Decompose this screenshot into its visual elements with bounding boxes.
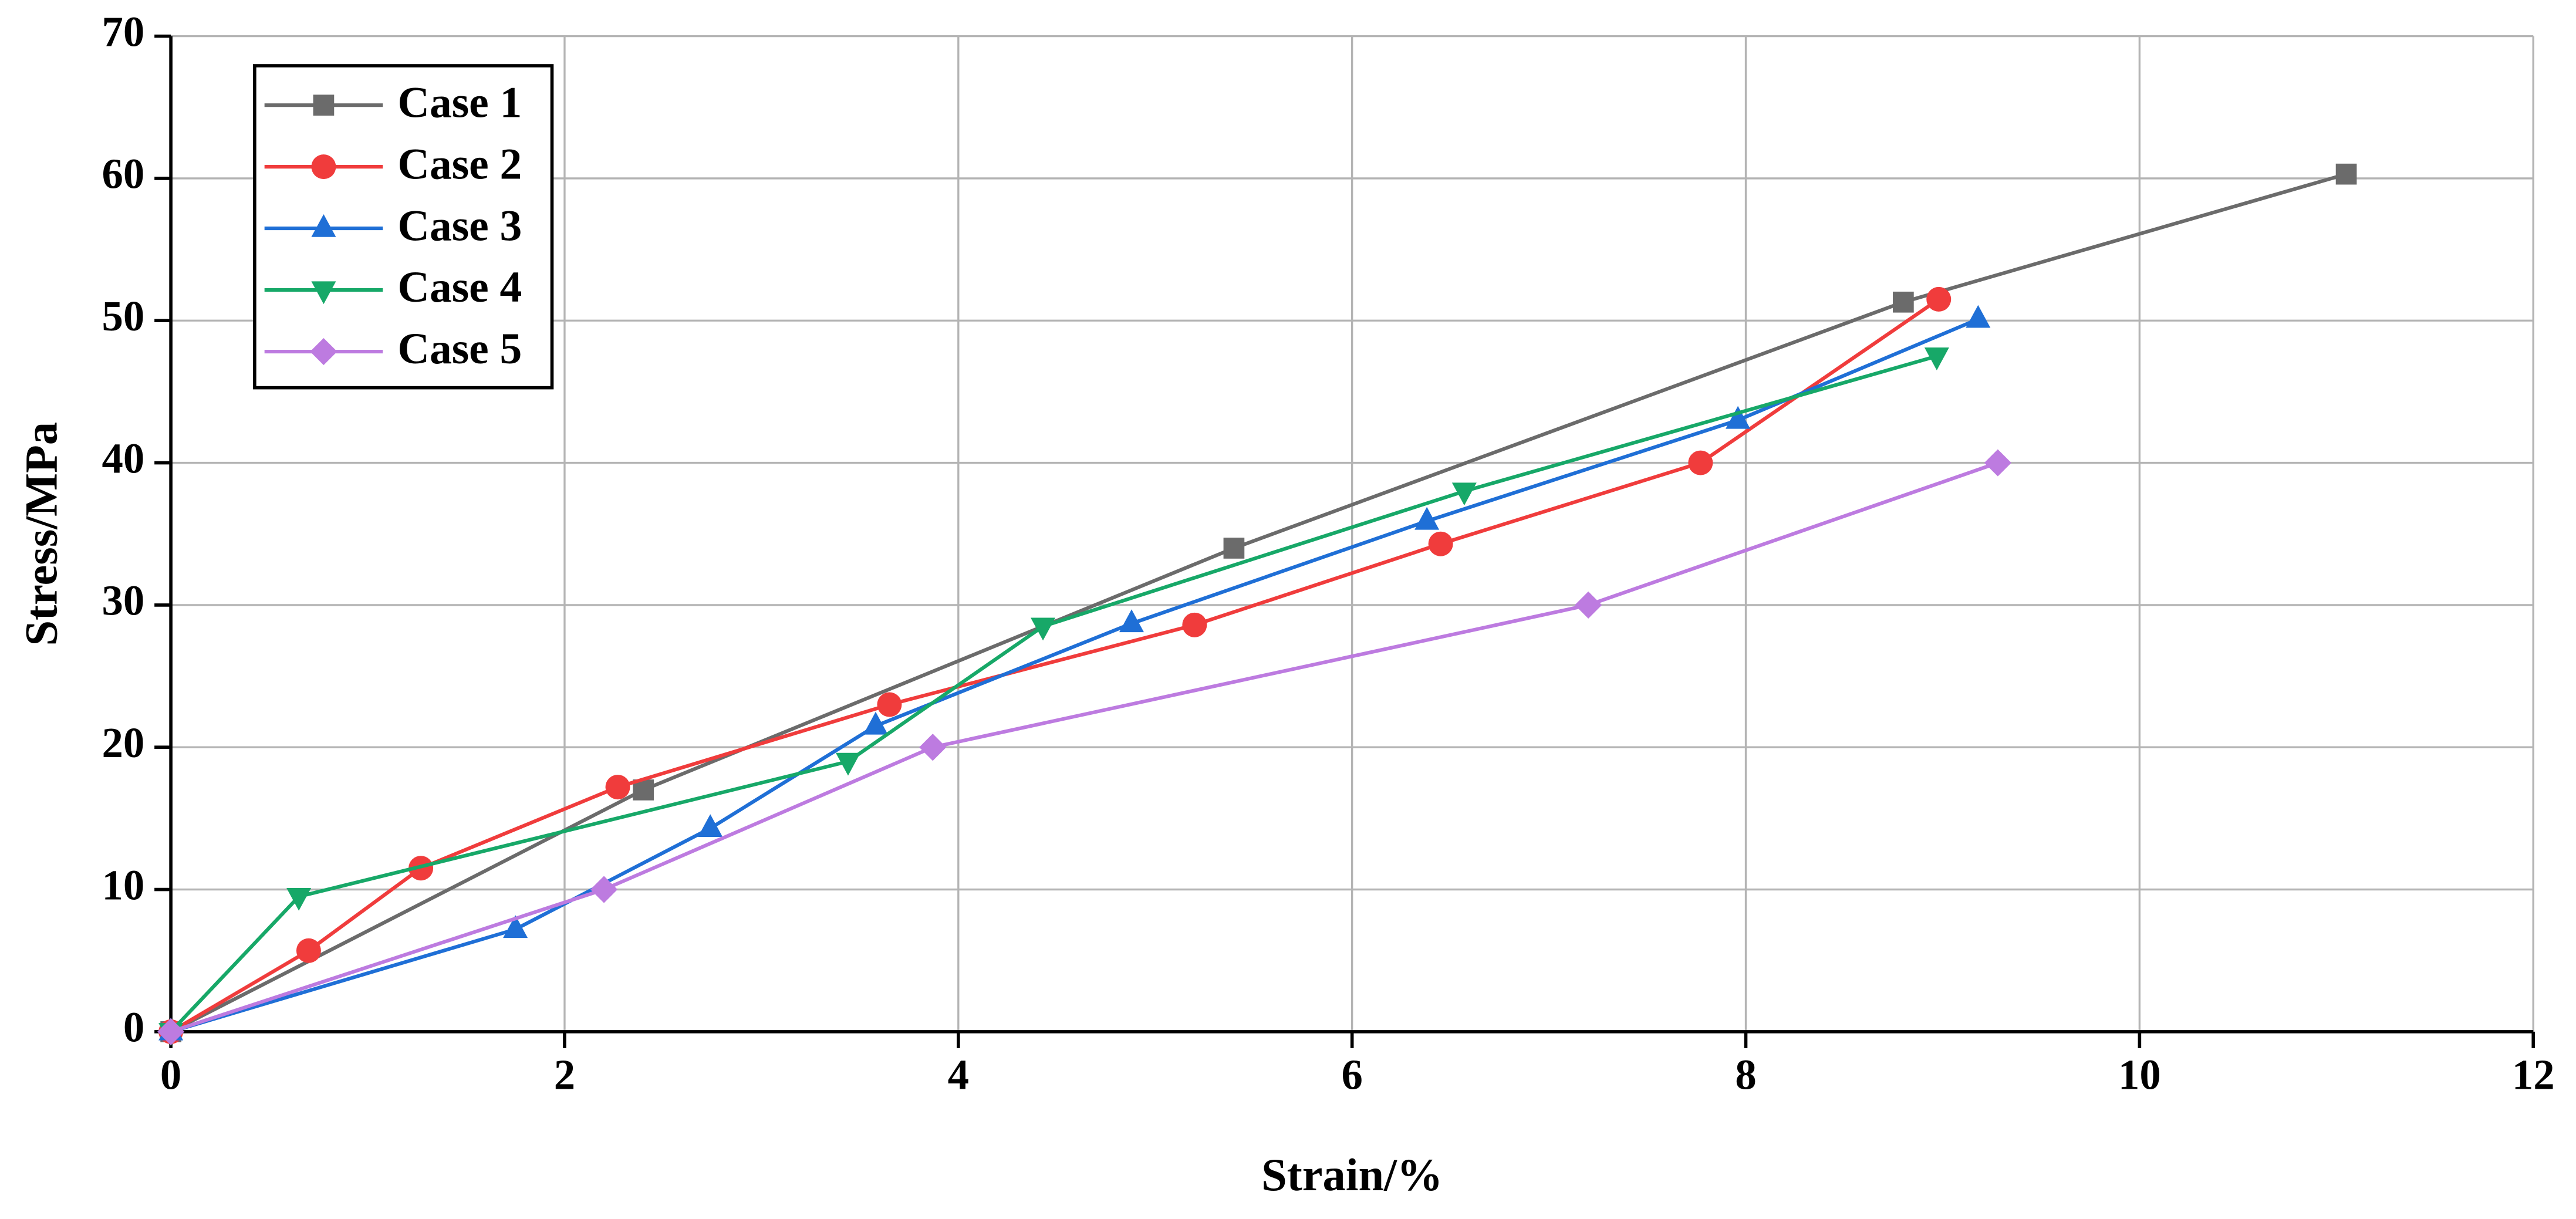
data-point	[1119, 609, 1144, 633]
data-point	[1414, 506, 1440, 530]
x-tick-label: 2	[554, 1051, 575, 1099]
data-point	[1031, 617, 1056, 641]
legend-label: Case 2	[397, 140, 522, 188]
y-tick-label: 0	[123, 1004, 144, 1051]
data-point	[919, 734, 947, 761]
data-point	[1924, 347, 1949, 370]
data-point	[2335, 163, 2357, 185]
legend-marker	[311, 281, 336, 305]
data-point	[1428, 531, 1453, 556]
data-point	[1575, 591, 1602, 619]
data-point	[863, 711, 888, 735]
data-point	[835, 752, 860, 776]
data-point	[1451, 482, 1477, 506]
data-point	[1984, 449, 2011, 477]
data-point	[1688, 450, 1713, 475]
data-point	[503, 915, 528, 938]
legend-marker	[311, 214, 336, 237]
x-tick-label: 10	[2118, 1051, 2161, 1099]
data-point	[877, 692, 902, 717]
data-point	[1893, 291, 1914, 313]
x-tick-label: 8	[1735, 1051, 1756, 1099]
legend-marker	[310, 337, 337, 366]
data-point	[1926, 286, 1952, 312]
y-tick-label: 10	[102, 861, 145, 909]
x-tick-label: 0	[160, 1051, 181, 1099]
y-tick-label: 30	[102, 577, 145, 624]
data-point	[286, 887, 312, 911]
legend-marker	[313, 94, 335, 116]
y-tick-label: 20	[102, 719, 145, 766]
y-tick-label: 60	[102, 150, 145, 198]
series-line	[169, 354, 1937, 1033]
data-point	[157, 1018, 185, 1045]
y-axis-title: Stress/MPa	[15, 422, 66, 646]
data-point	[1182, 612, 1207, 637]
legend-label: Case 3	[397, 201, 522, 250]
data-point	[605, 775, 630, 800]
legend-label: Case 5	[397, 325, 522, 373]
x-axis-title: Strain/%	[1261, 1149, 1443, 1200]
data-point	[296, 938, 321, 963]
data-point	[1726, 406, 1751, 429]
series-line	[170, 298, 1940, 1034]
legend-marker	[311, 154, 336, 180]
x-tick-label: 6	[1341, 1051, 1362, 1099]
x-tick-label: 12	[2512, 1051, 2555, 1099]
x-tick-label: 4	[948, 1051, 969, 1099]
y-tick-label: 70	[102, 8, 145, 55]
data-point	[1966, 305, 1991, 328]
data-point	[1223, 538, 1245, 559]
series-line	[170, 317, 1979, 1034]
y-tick-label: 50	[102, 292, 145, 340]
data-point	[698, 814, 723, 838]
legend-label: Case 1	[397, 78, 522, 127]
legend-label: Case 4	[397, 263, 522, 312]
y-tick-label: 40	[102, 434, 145, 482]
